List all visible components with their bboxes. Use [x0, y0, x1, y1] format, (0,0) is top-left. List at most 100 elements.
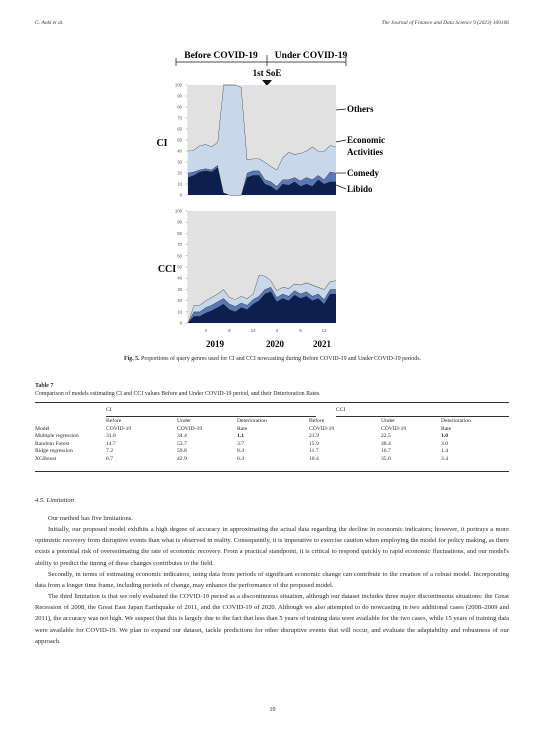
x-tick-label: 8 [228, 328, 231, 333]
x-tick-label: 12 [322, 328, 328, 333]
table-header-row-2: Model COVID-19 COVID-19 Rate COVID-19 COVID-1… [35, 426, 509, 434]
section-title: 4.5. Limitation [35, 497, 74, 504]
year-label-2021: 2021 [313, 339, 332, 349]
cci-y-tick-label: 100 [175, 209, 183, 214]
table-title: Table 7 [35, 383, 53, 389]
ci-panel: 0 10 20 30 40 50 60 70 80 90 100 [175, 83, 336, 198]
table-cell [35, 418, 106, 426]
table-cell: 7.2 [106, 448, 177, 456]
ci-y-tick-label: 0 [180, 193, 183, 198]
cci-y-tick-label: 50 [177, 265, 182, 270]
cci-y-tick-label: 80 [177, 231, 182, 236]
table-cell: Rate [237, 426, 309, 434]
table-cell: 48.4 [381, 441, 441, 449]
table-cell: Under [177, 418, 237, 426]
ci-y-axis: 0 10 20 30 40 50 60 70 80 90 100 [175, 83, 188, 198]
cci-y-tick-label: 40 [177, 276, 182, 281]
ci-stacked-areas [188, 85, 336, 195]
table-cell: Under [381, 418, 441, 426]
cci-y-tick-label: 60 [177, 253, 182, 258]
table-cell: 34.4 [177, 433, 237, 441]
table-row: Multiple regression 31.8 34.4 1.1 21.9 22.5 1.… [35, 433, 509, 441]
ci-y-tick-label: 10 [177, 182, 182, 187]
table-cell: 21.9 [309, 433, 381, 441]
cci-y-tick-label: 30 [177, 287, 182, 292]
legend-comedy: Comedy [347, 168, 379, 178]
cci-y-tick-label: 90 [177, 220, 182, 225]
table-cci-rule [336, 416, 509, 417]
figure-caption-label: Fig. 5. [124, 356, 140, 362]
table-cell: XGBoost [35, 456, 106, 464]
legend-libido: Libido [347, 184, 373, 194]
cci-panel: 0 10 20 30 40 50 60 70 80 90 100 [175, 209, 336, 326]
ci-y-tick-label: 100 [175, 83, 183, 88]
soe-label: 1st SoE [253, 68, 282, 78]
table-cell: Ridge regression [35, 448, 106, 456]
table-cell: COVID-19 [381, 426, 441, 434]
cci-y-tick-label: 20 [177, 298, 182, 303]
legend-economic: Economic [347, 135, 385, 145]
table-cell: COVID-19 [309, 426, 381, 434]
results-table: Before Under Deterioration Before Under Deter… [35, 418, 509, 464]
table-cell: 59.8 [177, 448, 237, 456]
table-header-row-1: Before Under Deterioration Before Under Deter… [35, 418, 509, 426]
ci-y-tick-label: 70 [177, 116, 182, 121]
table-cell: 35.6 [381, 456, 441, 464]
table-cell: Deterioration [237, 418, 309, 426]
x-tick-label: 8 [299, 328, 302, 333]
paragraph-2: Initially, our proposed model exhibits a… [35, 524, 509, 569]
table-cell: 15.9 [309, 441, 381, 449]
table-cell: Multiple regression [35, 433, 106, 441]
figure-5-chart: Before COVID-19 Under COVID-19 1st SoE 0… [0, 0, 545, 370]
table-row: XGBoost 6.7 42.9 6.4 10.4 35.6 3.4 [35, 456, 509, 464]
figure-caption-text: Proportions of query genres used for CI … [141, 356, 421, 362]
table-cell: 11.7 [309, 448, 381, 456]
x-axis-ticks: 4 8 12 4 8 12 [205, 328, 328, 333]
ci-y-tick-label: 20 [177, 171, 182, 176]
leader-others [336, 109, 346, 110]
table-cell: 10.4 [309, 456, 381, 464]
x-tick-label: 4 [276, 328, 279, 333]
table-cell: 3.7 [237, 441, 309, 449]
leader-economic [336, 140, 346, 142]
x-tick-label: 4 [205, 328, 208, 333]
table-group-cci: CCI [336, 407, 345, 413]
table-cell: Random Forest [35, 441, 106, 449]
table-cell: Deterioration [441, 418, 509, 426]
table-cell: Before [106, 418, 177, 426]
table-cell: 1.0 [441, 433, 509, 441]
legend-others: Others [347, 104, 374, 114]
table-cell: Model [35, 426, 106, 434]
table-cell: 16.7 [381, 448, 441, 456]
table-cell: 3.4 [441, 456, 509, 464]
table-row: Random Forest 14.7 53.7 3.7 15.9 48.4 3.0 [35, 441, 509, 449]
table-group-ci: CI [106, 407, 112, 413]
table-row: Ridge regression 7.2 59.8 8.4 11.7 16.7 1.4 [35, 448, 509, 456]
table-cell: Rate [441, 426, 509, 434]
ci-y-tick-label: 50 [177, 138, 182, 143]
ci-panel-label: CI [156, 138, 167, 149]
table-bottom-rule [35, 471, 509, 472]
page-number: 10 [0, 707, 545, 713]
cci-y-axis: 0102030405060708090100 [175, 209, 188, 326]
legend-activities: Activities [347, 147, 383, 157]
x-tick-label: 12 [251, 328, 257, 333]
figure-caption: Fig. 5. Proportions of query genres used… [0, 356, 545, 362]
leader-libido [336, 185, 346, 189]
cci-panel-label: CCI [158, 264, 176, 275]
year-label-2019: 2019 [206, 339, 225, 349]
table-top-rule [35, 402, 509, 403]
table-cell: 42.9 [177, 456, 237, 464]
table-cell: 1.1 [237, 433, 309, 441]
period-under-label: Under COVID-19 [275, 51, 348, 61]
table-cell: 14.7 [106, 441, 177, 449]
table-cell: 6.4 [237, 456, 309, 464]
legend-leaders [336, 109, 346, 189]
paragraph-1: Our method has five limitations. [35, 513, 509, 524]
ci-y-tick-label: 30 [177, 160, 182, 165]
table-ci-rule [106, 416, 316, 417]
paragraph-4: The third limitation is that we only eva… [35, 591, 509, 647]
ci-y-tick-label: 40 [177, 149, 182, 154]
table-cell: COVID-19 [106, 426, 177, 434]
table-cell: 22.5 [381, 433, 441, 441]
